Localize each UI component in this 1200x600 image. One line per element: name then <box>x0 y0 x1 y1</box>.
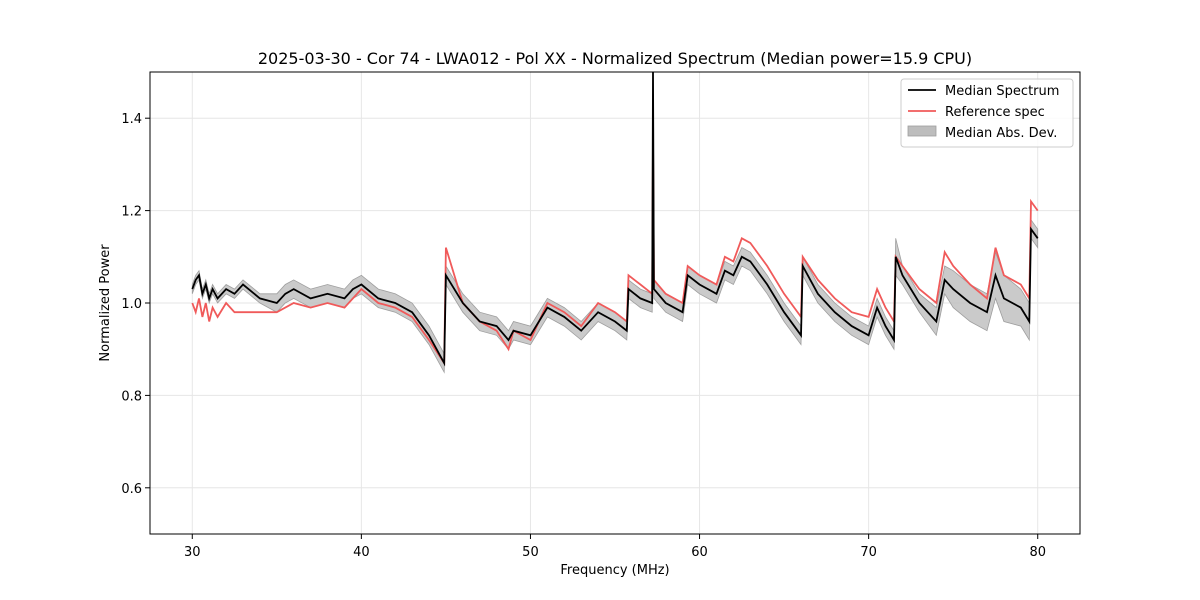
y-tick-label: 1.2 <box>121 205 142 220</box>
y-tick-label: 0.8 <box>121 389 142 404</box>
x-tick-label: 80 <box>1029 545 1046 560</box>
x-tick-label: 50 <box>522 545 539 560</box>
legend: Median Spectrum Reference spec Median Ab… <box>900 78 1074 148</box>
y-tick-label: 1.4 <box>121 112 142 127</box>
series-line-median-spectrum <box>191 72 1039 367</box>
y-tick-label: 0.6 <box>121 482 142 497</box>
y-tick-label: 1.0 <box>121 297 142 312</box>
y-axis: 0.6 0.8 1.0 1.2 1.4 <box>121 112 150 497</box>
legend-label-median: Median Spectrum <box>945 84 1059 99</box>
x-tick-label: 40 <box>353 545 370 560</box>
legend-swatch-mad <box>907 125 937 137</box>
x-tick-label: 70 <box>860 545 877 560</box>
x-axis-label: Frequency (MHz) <box>560 563 669 578</box>
legend-label-reference: Reference spec <box>945 105 1045 120</box>
legend-box <box>900 78 1074 148</box>
x-axis: 30 40 50 60 70 80 <box>184 534 1046 560</box>
chart-title: 2025-03-30 - Cor 74 - LWA012 - Pol XX - … <box>258 49 972 68</box>
x-tick-label: 60 <box>691 545 708 560</box>
series-line-reference-spec <box>191 136 1039 367</box>
legend-label-mad: Median Abs. Dev. <box>945 126 1057 141</box>
x-tick-label: 30 <box>184 545 201 560</box>
plot-area <box>191 72 1039 374</box>
y-axis-label: Normalized Power <box>98 244 113 362</box>
